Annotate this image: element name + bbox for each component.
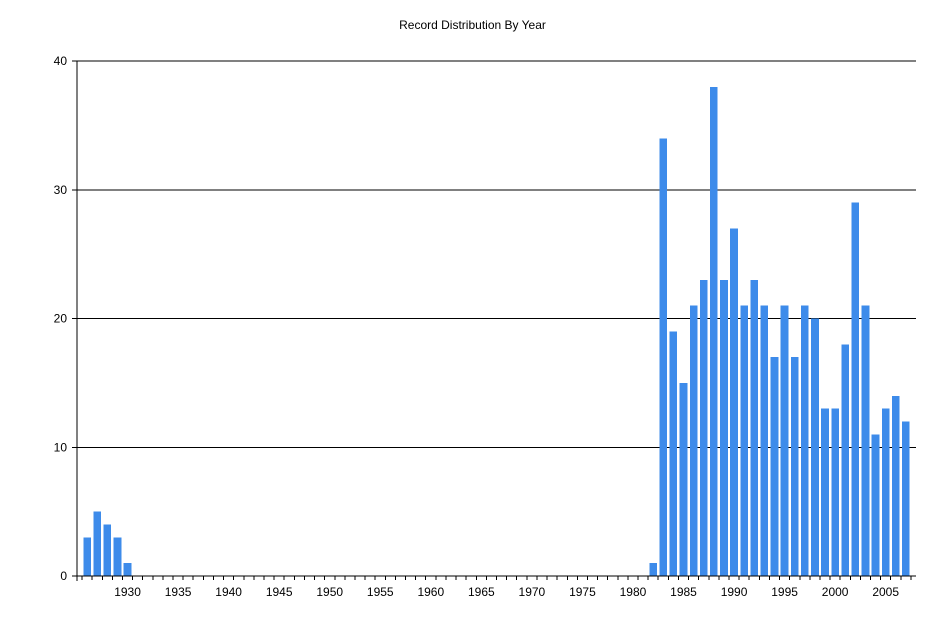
bar-1982 xyxy=(649,563,658,576)
x-tick-label: 1975 xyxy=(569,585,596,599)
y-tick-label: 0 xyxy=(60,569,67,583)
bar-1999 xyxy=(821,408,829,576)
bar-1989 xyxy=(720,279,728,576)
bar-2007 xyxy=(902,421,910,576)
bar-1990 xyxy=(730,228,738,576)
bar-1987 xyxy=(699,279,708,576)
bar-1985 xyxy=(679,382,688,576)
x-tick-label: 2000 xyxy=(822,585,849,599)
x-tick-label: 1950 xyxy=(316,585,343,599)
bar-1926 xyxy=(83,537,91,576)
x-tick-label: 1940 xyxy=(215,585,242,599)
bar-1996 xyxy=(790,357,799,576)
y-tick-label: 40 xyxy=(54,54,68,68)
bar-1995 xyxy=(780,305,789,576)
bar-2006 xyxy=(891,395,900,576)
bar-2003 xyxy=(861,305,870,576)
x-tick-label: 1980 xyxy=(620,585,647,599)
bar-1986 xyxy=(689,305,698,576)
y-tick-label: 20 xyxy=(54,312,68,326)
bar-1998 xyxy=(811,318,819,576)
bar-2001 xyxy=(841,344,850,576)
x-tick-label: 1960 xyxy=(417,585,444,599)
bar-1930 xyxy=(123,563,132,576)
x-tick-label: 1930 xyxy=(114,585,141,599)
bar-2004 xyxy=(871,434,880,576)
chart-title: Record Distribution By Year xyxy=(399,18,546,32)
axes xyxy=(76,61,916,581)
x-tick-label: 1965 xyxy=(468,585,495,599)
bar-1984 xyxy=(669,331,678,576)
gridlines xyxy=(77,60,916,448)
bar-1993 xyxy=(760,305,769,576)
y-tick-label: 30 xyxy=(54,183,68,197)
x-tick-label: 1955 xyxy=(367,585,394,599)
bars xyxy=(83,86,910,576)
bar-1928 xyxy=(103,524,112,576)
bar-1929 xyxy=(113,537,122,576)
bar-1927 xyxy=(93,511,102,576)
x-tick-label: 1990 xyxy=(721,585,748,599)
bar-1991 xyxy=(740,305,748,576)
bar-1992 xyxy=(750,279,759,576)
bar-2005 xyxy=(881,408,890,576)
x-axis-ticks: 1930 1935 1940 1945 1950 1955 1960 1965 1970 1975… xyxy=(81,576,912,599)
bar-2002 xyxy=(851,202,860,576)
x-tick-label: 1945 xyxy=(266,585,293,599)
x-tick-label: 1995 xyxy=(771,585,798,599)
bar-1997 xyxy=(800,305,809,576)
y-tick-label: 10 xyxy=(54,440,68,454)
x-tick-label: 1985 xyxy=(670,585,697,599)
bar-2000 xyxy=(831,408,839,576)
bar-1994 xyxy=(770,357,779,576)
bar-1983 xyxy=(659,138,668,576)
bar-1988 xyxy=(709,86,718,576)
x-tick-label: 2005 xyxy=(872,585,899,599)
x-tick-label: 1970 xyxy=(519,585,546,599)
x-tick-label: 1935 xyxy=(165,585,192,599)
y-axis-ticks: 0 10 20 30 40 xyxy=(54,54,77,583)
